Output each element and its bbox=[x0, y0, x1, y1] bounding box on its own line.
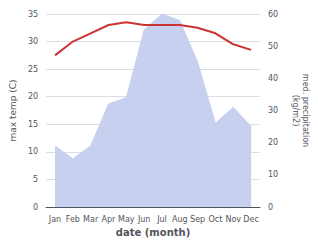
svg-text:med. precipitation: med. precipitation bbox=[301, 74, 310, 147]
svg-text:Feb: Feb bbox=[66, 215, 80, 224]
svg-text:0: 0 bbox=[268, 203, 273, 212]
svg-text:May: May bbox=[118, 215, 135, 224]
svg-text:(kg/m2): (kg/m2) bbox=[291, 95, 300, 127]
svg-text:40: 40 bbox=[268, 74, 278, 83]
svg-text:30: 30 bbox=[268, 106, 278, 115]
svg-text:Sep: Sep bbox=[190, 215, 205, 224]
svg-text:0: 0 bbox=[33, 203, 38, 212]
svg-text:date (month): date (month) bbox=[116, 227, 190, 238]
svg-text:Apr: Apr bbox=[102, 215, 117, 224]
svg-text:Nov: Nov bbox=[225, 215, 241, 224]
svg-text:30: 30 bbox=[28, 37, 38, 46]
svg-text:5: 5 bbox=[33, 175, 38, 184]
svg-text:Aug: Aug bbox=[172, 215, 188, 224]
svg-text:10: 10 bbox=[28, 147, 38, 156]
svg-text:Jul: Jul bbox=[156, 215, 167, 224]
svg-text:max temp (C): max temp (C) bbox=[8, 79, 18, 141]
svg-text:60: 60 bbox=[268, 10, 278, 19]
svg-text:Mar: Mar bbox=[83, 215, 99, 224]
svg-text:50: 50 bbox=[268, 42, 278, 51]
svg-text:Oct: Oct bbox=[209, 215, 223, 224]
svg-text:20: 20 bbox=[28, 92, 38, 101]
svg-text:Jan: Jan bbox=[48, 215, 61, 224]
svg-text:20: 20 bbox=[268, 138, 278, 147]
svg-text:35: 35 bbox=[28, 10, 38, 19]
svg-text:Dec: Dec bbox=[243, 215, 258, 224]
svg-text:Jun: Jun bbox=[137, 215, 151, 224]
svg-text:10: 10 bbox=[268, 170, 278, 179]
svg-text:25: 25 bbox=[28, 65, 38, 74]
svg-text:15: 15 bbox=[28, 120, 38, 129]
